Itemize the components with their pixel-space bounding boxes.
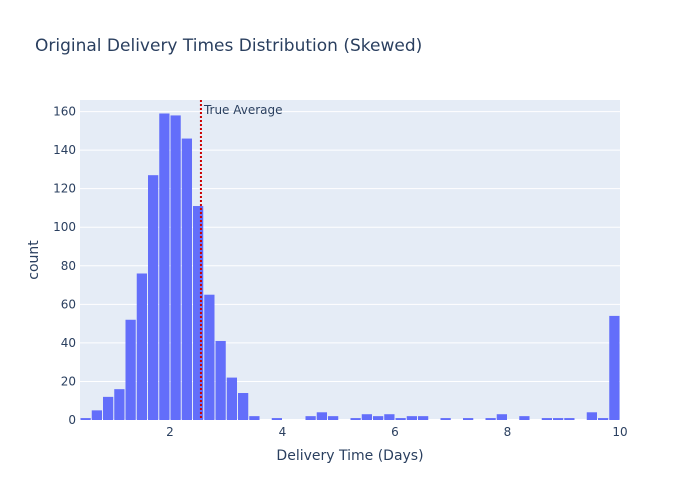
bar (384, 414, 395, 420)
bar (193, 206, 204, 420)
bar (496, 414, 507, 420)
x-tick-label: 2 (166, 425, 174, 439)
y-tick-label: 100 (53, 220, 76, 234)
bar (249, 416, 260, 420)
bar (103, 396, 114, 420)
bars (80, 113, 620, 421)
bar (80, 418, 91, 420)
bar (598, 418, 609, 420)
x-axis-ticks: 2 4 6 8 10 (166, 425, 627, 439)
bar (553, 418, 564, 420)
y-tick-label: 20 (61, 374, 76, 388)
bar (541, 418, 552, 420)
bar (328, 416, 339, 420)
bar (316, 412, 327, 420)
bar (181, 138, 192, 421)
chart-title: Original Delivery Times Distribution (Sk… (35, 36, 422, 56)
y-tick-label: 80 (61, 259, 76, 273)
bar (564, 418, 575, 420)
x-axis-label: Delivery Time (Days) (276, 448, 423, 464)
y-tick-label: 140 (53, 143, 76, 157)
bar (215, 340, 226, 420)
y-axis-label: count (26, 240, 42, 280)
y-tick-label: 120 (53, 182, 76, 196)
bar (204, 294, 215, 420)
true-average-label: True Average (203, 103, 283, 117)
plot-background (80, 100, 620, 420)
bar (159, 113, 170, 421)
bar (148, 175, 159, 420)
y-tick-label: 160 (53, 105, 76, 119)
x-tick-label: 6 (391, 425, 399, 439)
bar (114, 389, 125, 420)
bar (373, 416, 384, 420)
y-axis-ticks: 0 20 40 60 80 100 120 140 160 (53, 105, 76, 427)
x-tick-label: 10 (612, 425, 627, 439)
y-tick-label: 60 (61, 297, 76, 311)
x-tick-label: 4 (279, 425, 287, 439)
bar (395, 418, 406, 420)
bar (361, 414, 372, 420)
bar (463, 418, 474, 420)
y-tick-label: 0 (68, 413, 76, 427)
bar (238, 393, 249, 420)
bar (519, 416, 530, 420)
bar (125, 319, 136, 420)
bar (305, 416, 316, 420)
bar (406, 416, 417, 420)
bar (586, 412, 597, 420)
y-tick-label: 40 (61, 336, 76, 350)
bar (226, 377, 237, 420)
bar (485, 418, 496, 420)
bar (418, 416, 429, 420)
bar (170, 115, 181, 420)
bar (271, 418, 282, 420)
gridlines (80, 111, 620, 421)
bar (91, 410, 102, 420)
bar (440, 418, 451, 420)
x-tick-label: 8 (504, 425, 512, 439)
bar (350, 418, 361, 420)
bar (136, 273, 147, 420)
bar (609, 315, 620, 420)
